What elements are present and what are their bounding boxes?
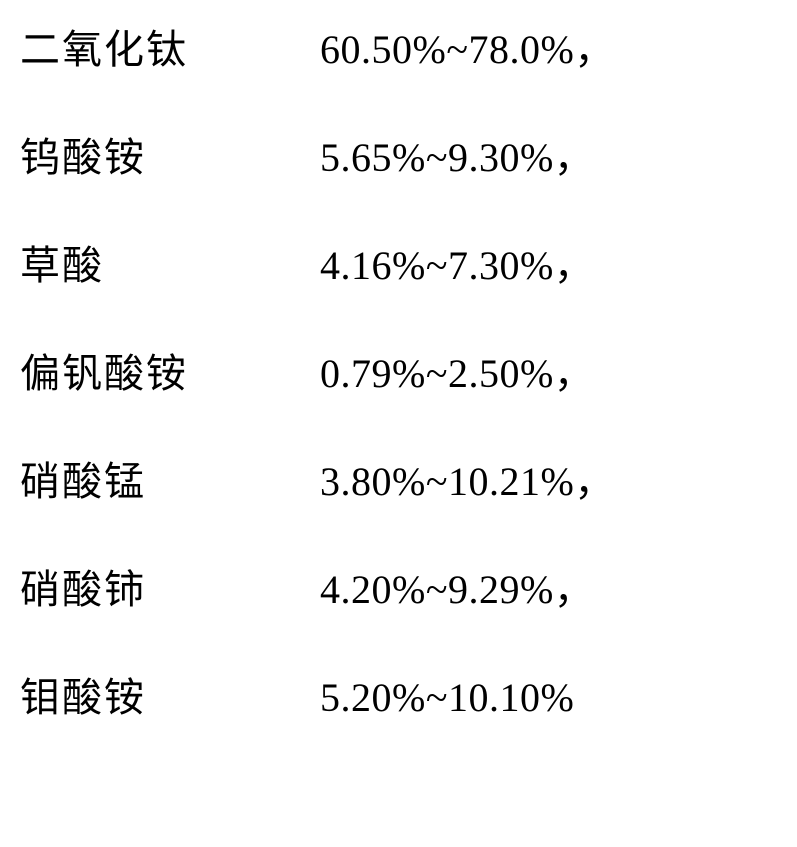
chemical-name: 钨酸铵 — [20, 138, 320, 178]
table-row: 钨酸铵 5.65%~9.30%， — [20, 138, 777, 178]
table-row: 草酸 4.16%~7.30%， — [20, 246, 777, 286]
percentage-range: 5.20%~10.10% — [320, 678, 574, 718]
percentage-range: 60.50%~78.0%， — [320, 30, 615, 70]
table-row: 偏钒酸铵 0.79%~2.50%， — [20, 354, 777, 394]
percentage-range: 4.20%~9.29%， — [320, 570, 594, 610]
table-row: 二氧化钛 60.50%~78.0%， — [20, 30, 777, 70]
chemical-name: 二氧化钛 — [20, 30, 320, 70]
table-row: 钼酸铵 5.20%~10.10% — [20, 678, 777, 718]
chemical-name: 硝酸铈 — [20, 570, 320, 610]
table-row: 硝酸锰 3.80%~10.21%， — [20, 462, 777, 502]
percentage-range: 4.16%~7.30%， — [320, 246, 594, 286]
percentage-range: 5.65%~9.30%， — [320, 138, 594, 178]
composition-table: 二氧化钛 60.50%~78.0%， 钨酸铵 5.65%~9.30%， 草酸 4… — [20, 30, 777, 718]
percentage-range: 0.79%~2.50%， — [320, 354, 594, 394]
chemical-name: 钼酸铵 — [20, 678, 320, 718]
chemical-name: 硝酸锰 — [20, 462, 320, 502]
chemical-name: 偏钒酸铵 — [20, 354, 320, 394]
chemical-name: 草酸 — [20, 246, 320, 286]
table-row: 硝酸铈 4.20%~9.29%， — [20, 570, 777, 610]
percentage-range: 3.80%~10.21%， — [320, 462, 615, 502]
